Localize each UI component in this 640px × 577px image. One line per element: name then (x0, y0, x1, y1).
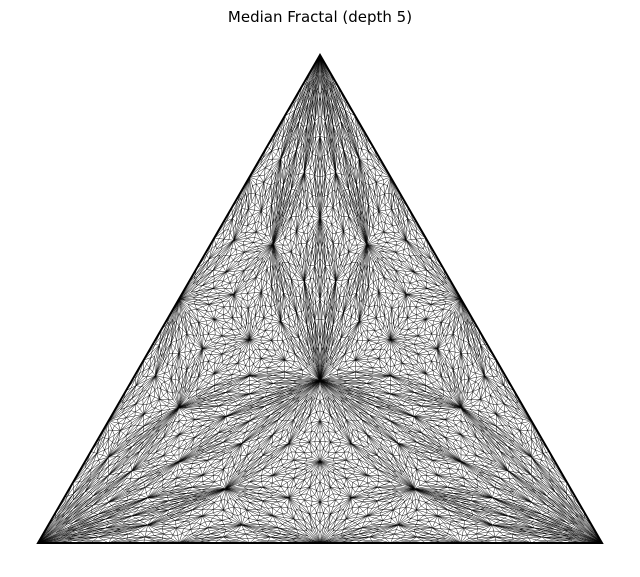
median-fractal-lines (37, 54, 603, 544)
fractal-line-group (37, 54, 603, 544)
outer-triangle (36, 53, 604, 544)
figure-title: Median Fractal (depth 5) (227, 8, 413, 26)
